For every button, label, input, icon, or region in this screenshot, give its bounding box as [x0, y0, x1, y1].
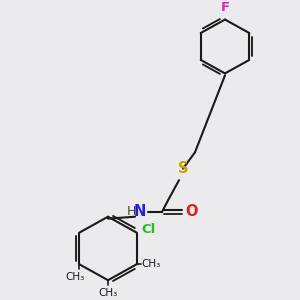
Text: CH₃: CH₃ [98, 288, 118, 298]
Text: Cl: Cl [142, 223, 156, 236]
Text: CH₃: CH₃ [66, 272, 85, 282]
Text: CH₃: CH₃ [142, 259, 161, 269]
Text: N: N [134, 204, 146, 219]
Text: H: H [126, 206, 136, 218]
Text: F: F [220, 1, 230, 14]
Text: O: O [185, 204, 197, 219]
Text: S: S [178, 161, 188, 176]
